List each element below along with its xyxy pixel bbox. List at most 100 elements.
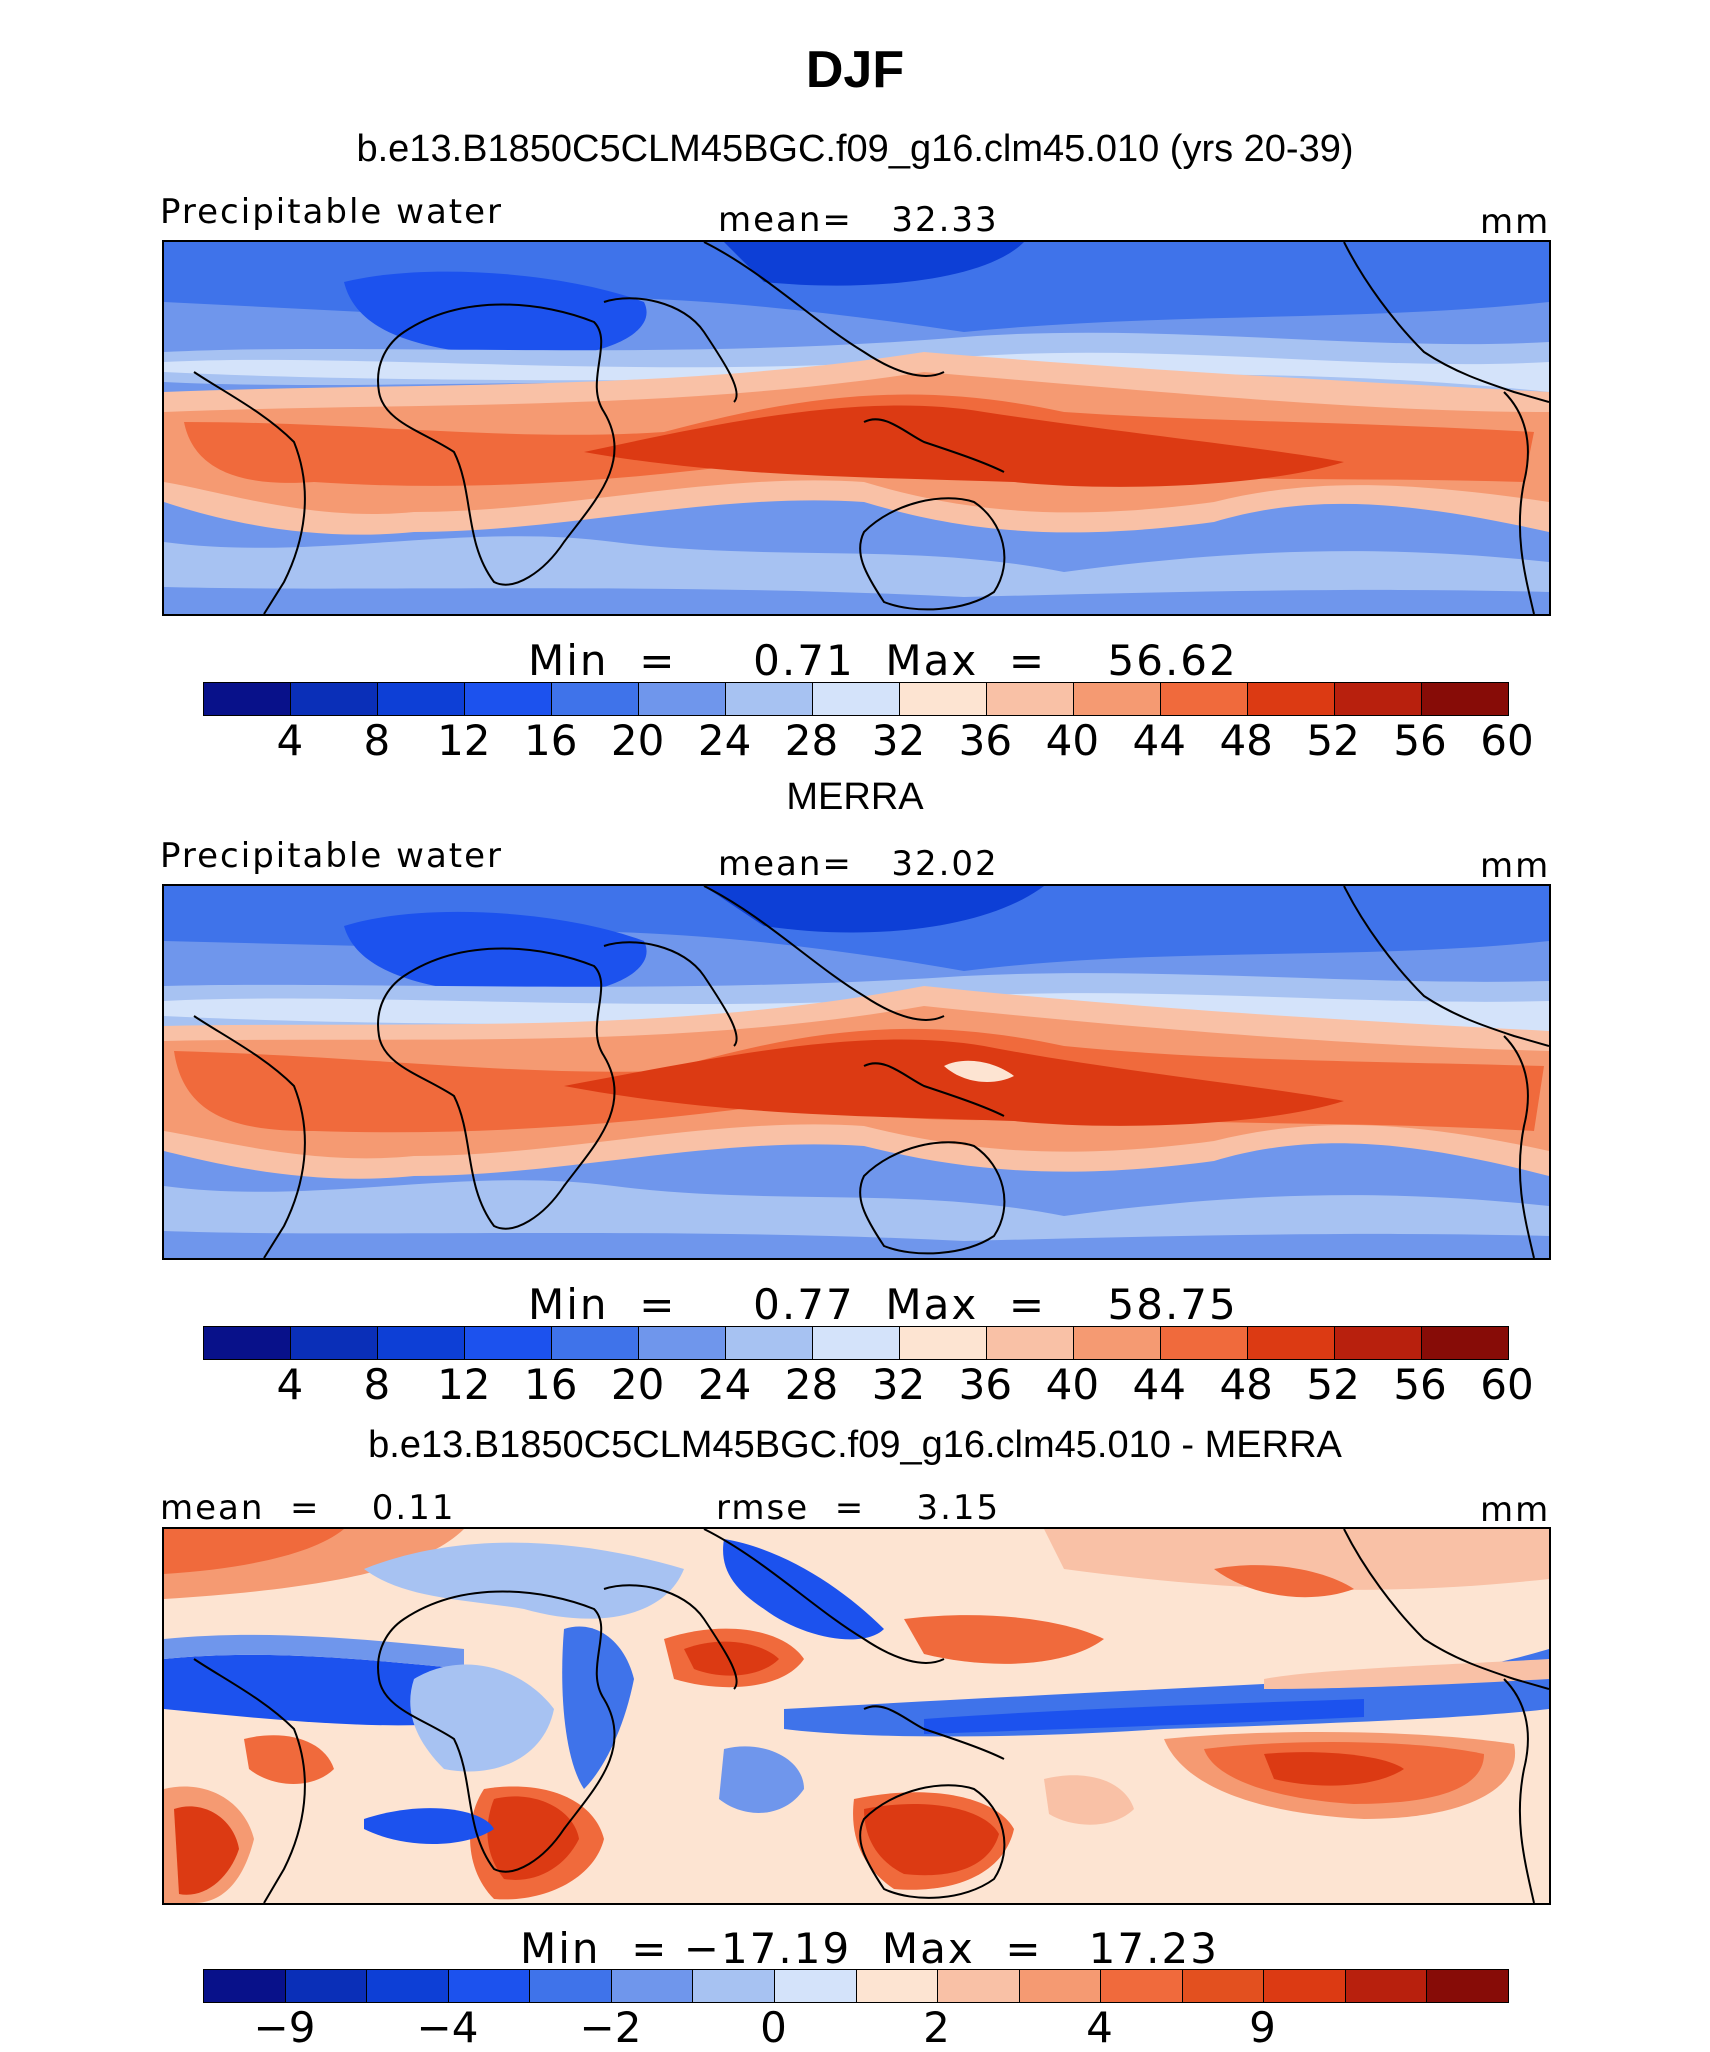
panel2-variable-label: Precipitable water — [160, 836, 504, 876]
panel2-tick-label: 24 — [697, 1360, 752, 1409]
panel1-tick-label: 56 — [1393, 716, 1447, 765]
panel2-minmax: Min = 0.77 Max = 58.75 — [528, 1280, 1238, 1329]
panel1-tick-label: 48 — [1219, 716, 1273, 765]
panel1-colorbar-swatch — [639, 683, 726, 715]
panel3-colorbar — [203, 1969, 1509, 2003]
panel3-colorbar-swatch — [367, 1970, 449, 2002]
panel3-rmse-label: rmse = 3.15 — [716, 1488, 1001, 1528]
panel1-tick-label: 20 — [610, 716, 665, 765]
panel2-colorbar-swatch — [1422, 1327, 1508, 1359]
panel1-map — [162, 240, 1551, 616]
panel2-title: MERRA — [786, 776, 924, 818]
panel3-tick-label: 4 — [1086, 2003, 1113, 2052]
panel3-colorbar-swatch — [611, 1970, 694, 2002]
panel3-tick-label: −9 — [253, 2003, 316, 2052]
panel1-colorbar-swatch — [726, 683, 813, 715]
panel3-colorbar-swatch — [774, 1970, 857, 2002]
panel1-title: b.e13.B1850C5CLM45BGC.f09_g16.clm45.010 … — [356, 128, 1354, 170]
panel3-colorbar-swatch — [1182, 1970, 1265, 2002]
panel1-colorbar-swatch — [378, 683, 465, 715]
panel1-tick-label: 52 — [1306, 716, 1360, 765]
panel2-colorbar-swatch — [900, 1327, 987, 1359]
panel2-tick-label: 48 — [1219, 1360, 1273, 1409]
panel2-tick-label: 20 — [610, 1360, 665, 1409]
panel1-units-label: mm — [1480, 202, 1551, 242]
panel3-units-label: mm — [1480, 1490, 1551, 1530]
panel1-tick-label: 44 — [1132, 716, 1186, 765]
panel1-tick-label: 28 — [784, 716, 839, 765]
panel1-tick-label: 40 — [1045, 716, 1100, 765]
panel2-colorbar-swatch — [1161, 1327, 1248, 1359]
panel1-tick-label: 12 — [437, 716, 491, 765]
panel2-colorbar-swatch — [813, 1327, 900, 1359]
panel1-colorbar-swatch — [813, 683, 900, 715]
panel3-map-field — [164, 1529, 1549, 1903]
panel2-tick-label: 52 — [1306, 1360, 1360, 1409]
panel1-colorbar-swatch — [1074, 683, 1161, 715]
panel3-mean-label: mean = 0.11 — [160, 1488, 456, 1528]
panel1-colorbar-swatch — [1248, 683, 1335, 715]
panel2-tick-label: 44 — [1132, 1360, 1186, 1409]
panel1-colorbar — [203, 682, 1509, 716]
panel2-colorbar — [203, 1326, 1509, 1360]
panel1-colorbar-swatch — [291, 683, 378, 715]
panel2-colorbar-swatch — [987, 1327, 1074, 1359]
panel2-colorbar-swatch — [726, 1327, 813, 1359]
panel3-tick-label: 9 — [1249, 2003, 1276, 2052]
panel2-tick-label: 40 — [1045, 1360, 1100, 1409]
panel3-minmax: Min = −17.19 Max = 17.23 — [520, 1924, 1219, 1973]
panel2-colorbar-swatch — [204, 1327, 291, 1359]
panel3-tick-label: 0 — [760, 2003, 787, 2052]
panel3-colorbar-ticks: −9 −4 −2 0 2 4 9 — [203, 2003, 1507, 2052]
panel3-colorbar-swatch — [1264, 1970, 1346, 2002]
panel2-tick-label: 28 — [784, 1360, 839, 1409]
panel3-colorbar-swatch — [1101, 1970, 1183, 2002]
panel1-tick-label: 32 — [871, 716, 926, 765]
panel3-colorbar-swatch — [1019, 1970, 1102, 2002]
panel1-colorbar-swatch — [552, 683, 639, 715]
panel3-colorbar-swatch — [693, 1970, 775, 2002]
panel1-tick-label: 24 — [697, 716, 752, 765]
panel2-tick-label: 4 — [276, 1360, 304, 1409]
panel3-tick-label: −2 — [579, 2003, 642, 2052]
panel2-tick-label: 32 — [871, 1360, 926, 1409]
panel3-colorbar-swatch — [856, 1970, 939, 2002]
panel2-mean-label: mean= 32.02 — [718, 844, 999, 884]
panel1-tick-label: 16 — [523, 716, 578, 765]
panel1-colorbar-swatch — [1335, 683, 1422, 715]
panel2-colorbar-ticks: 4 8 12 16 20 24 28 32 36 40 44 48 52 56 60 — [203, 1360, 1534, 1410]
panel2-tick-label: 12 — [437, 1360, 491, 1409]
panel3-title: b.e13.B1850C5CLM45BGC.f09_g16.clm45.010 … — [368, 1424, 1342, 1466]
panel1-variable-label: Precipitable water — [160, 192, 504, 232]
panel3-colorbar-swatch — [448, 1970, 531, 2002]
panel1-colorbar-swatch — [465, 683, 552, 715]
panel3-colorbar-swatch — [938, 1970, 1020, 2002]
panel1-colorbar-ticks: 4 8 12 16 20 24 28 32 36 40 44 48 52 56 60 — [203, 716, 1534, 766]
panel2-tick-label: 60 — [1480, 1360, 1534, 1409]
panel2-units-label: mm — [1480, 846, 1551, 886]
panel1-tick-label: 36 — [958, 716, 1013, 765]
panel1-mean-label: mean= 32.33 — [718, 200, 999, 240]
panel1-colorbar-swatch — [204, 683, 291, 715]
panel1-colorbar-swatch — [1161, 683, 1248, 715]
panel1-minmax: Min = 0.71 Max = 56.62 — [528, 636, 1238, 685]
panel2-tick-label: 36 — [958, 1360, 1013, 1409]
panel2-colorbar-swatch — [465, 1327, 552, 1359]
panel1-tick-label: 4 — [276, 716, 304, 765]
panel2-colorbar-swatch — [1248, 1327, 1335, 1359]
panel1-colorbar-swatch — [1422, 683, 1508, 715]
panel2-colorbar-swatch — [1074, 1327, 1161, 1359]
panel2-colorbar-swatch — [378, 1327, 465, 1359]
panel3-colorbar-swatch — [1427, 1970, 1508, 2002]
panel1-tick-label: 8 — [363, 716, 391, 765]
panel3-map — [162, 1527, 1551, 1905]
panel3-colorbar-swatch — [1345, 1970, 1428, 2002]
page-title: DJF — [805, 41, 905, 99]
panel3-tick-label: −4 — [416, 2003, 479, 2052]
panel1-colorbar-swatch — [900, 683, 987, 715]
panel2-map-field — [164, 886, 1549, 1258]
panel2-colorbar-swatch — [291, 1327, 378, 1359]
panel3-tick-label: 2 — [923, 2003, 950, 2052]
panel2-tick-label: 16 — [523, 1360, 578, 1409]
panel2-map — [162, 884, 1551, 1260]
